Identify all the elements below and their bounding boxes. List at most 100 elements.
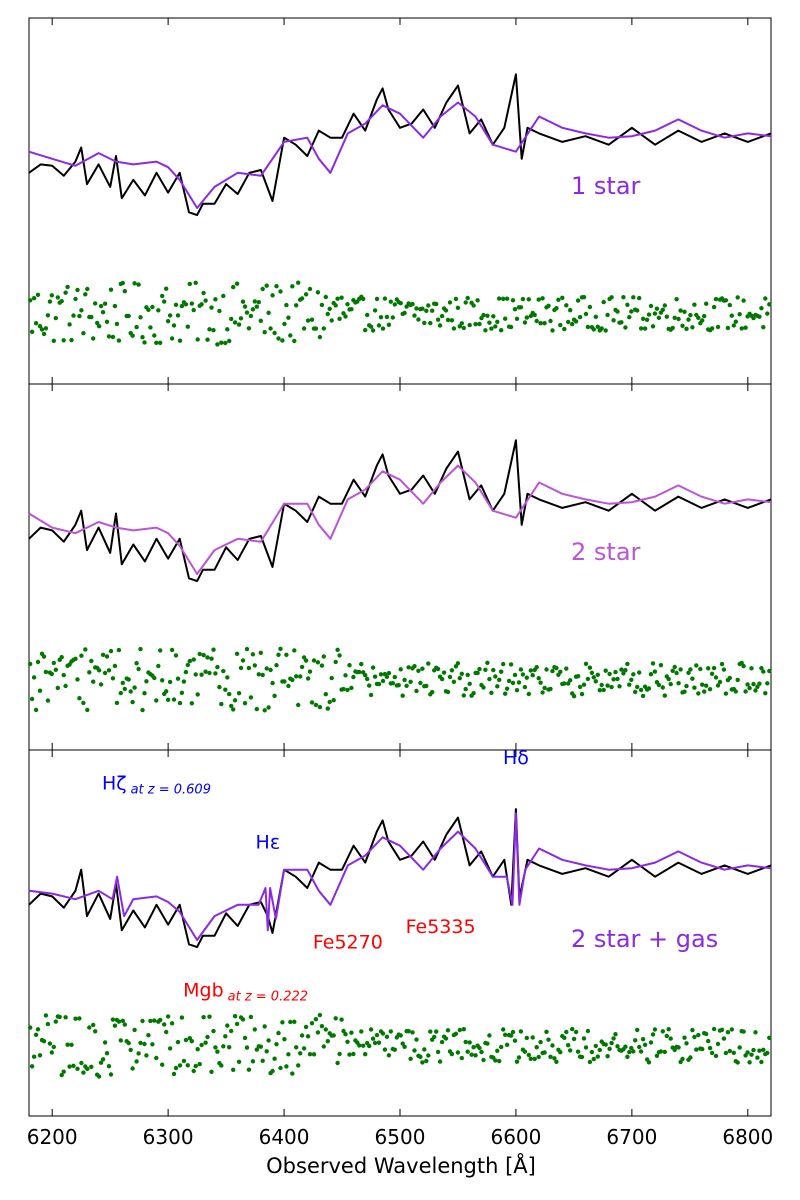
residual-point xyxy=(571,694,577,699)
residual-point xyxy=(59,299,64,304)
residual-point xyxy=(370,1036,376,1041)
residual-point xyxy=(690,1027,695,1033)
residual-point xyxy=(554,306,559,311)
residual-point xyxy=(284,652,289,657)
residual-point xyxy=(455,661,461,666)
residual-point xyxy=(193,280,198,285)
residual-point xyxy=(445,689,451,695)
residual-point xyxy=(428,320,433,326)
residual-point xyxy=(558,669,563,674)
residual-point xyxy=(325,311,330,317)
residual-point xyxy=(583,661,589,666)
residual-point xyxy=(597,688,602,693)
residual-point xyxy=(167,1046,173,1051)
residual-point xyxy=(485,1041,490,1046)
residual-point xyxy=(757,314,762,319)
residual-point xyxy=(100,1057,106,1062)
residual-point xyxy=(309,317,315,322)
residual-point xyxy=(465,1049,470,1054)
residual-point xyxy=(165,1014,171,1019)
residual-point xyxy=(158,1017,163,1023)
residual-point xyxy=(694,663,699,668)
annotation-subscript: at z = 0.222 xyxy=(228,989,308,1004)
residual-point xyxy=(735,677,740,683)
residual-point xyxy=(254,1047,259,1052)
residual-point xyxy=(400,693,405,698)
residual-point xyxy=(593,314,598,319)
residual-point xyxy=(660,1029,665,1034)
residual-point xyxy=(495,319,500,324)
residual-point xyxy=(666,676,671,682)
panel-label: 2 star xyxy=(571,538,641,566)
residual-point xyxy=(156,308,161,313)
residual-point xyxy=(725,325,731,331)
residual-point xyxy=(536,676,541,681)
residual-point xyxy=(197,651,202,657)
residual-point xyxy=(150,1042,155,1047)
residual-point xyxy=(301,326,307,331)
residual-point xyxy=(449,1051,455,1057)
residual-point xyxy=(704,1031,709,1037)
residual-point xyxy=(751,315,756,321)
model-fit-line xyxy=(28,464,772,575)
residual-point xyxy=(335,296,340,301)
residual-point xyxy=(132,281,137,286)
residual-point xyxy=(503,691,508,696)
residual-point xyxy=(575,298,581,303)
residual-point xyxy=(585,324,591,330)
residual-point xyxy=(459,1055,464,1061)
residual-point xyxy=(499,328,504,333)
residual-point xyxy=(481,312,486,318)
residual-point xyxy=(209,305,214,310)
residual-point xyxy=(579,1054,585,1060)
residual-point xyxy=(723,298,729,303)
residual-point xyxy=(635,684,640,690)
residual-point xyxy=(556,297,561,302)
residual-point xyxy=(122,686,128,692)
residual-point xyxy=(372,674,378,679)
residual-point xyxy=(733,319,738,324)
residual-point xyxy=(589,670,595,675)
residual-point xyxy=(607,671,612,677)
residual-point xyxy=(581,1036,587,1041)
residual-point xyxy=(473,322,478,327)
residual-point xyxy=(33,1032,39,1038)
residual-point xyxy=(522,684,528,690)
residual-point xyxy=(402,1044,407,1050)
residual-point xyxy=(698,666,703,672)
residual-point xyxy=(65,1042,70,1047)
residual-point xyxy=(256,300,261,305)
residual-point xyxy=(242,1035,248,1041)
residual-point xyxy=(221,293,226,299)
residual-point xyxy=(623,325,628,330)
residual-point xyxy=(719,661,725,667)
residual-point xyxy=(75,677,80,682)
observed-spectrum-line xyxy=(28,439,772,583)
residual-point xyxy=(461,1027,466,1032)
residual-point xyxy=(435,1049,441,1055)
residual-point xyxy=(607,1046,612,1052)
residual-point xyxy=(384,314,390,320)
residual-point xyxy=(526,691,531,697)
residual-point xyxy=(130,699,135,705)
residual-point xyxy=(221,1044,226,1049)
residual-point xyxy=(432,1034,437,1040)
residual-point xyxy=(518,667,524,672)
residual-point xyxy=(246,326,252,331)
residual-point xyxy=(638,687,644,693)
residual-point xyxy=(122,289,128,294)
residual-point xyxy=(534,318,539,324)
residual-point xyxy=(128,689,133,694)
residual-point xyxy=(577,684,583,690)
residual-point xyxy=(89,314,94,320)
residual-point xyxy=(361,296,366,302)
residual-point xyxy=(524,675,529,680)
residual-point xyxy=(709,1050,715,1056)
residual-point xyxy=(562,681,567,686)
residual-point xyxy=(75,287,80,293)
residual-point xyxy=(349,685,354,691)
residual-point xyxy=(684,683,689,689)
residual-point xyxy=(71,313,76,318)
residual-point xyxy=(303,658,309,663)
residual-point xyxy=(223,1034,228,1039)
